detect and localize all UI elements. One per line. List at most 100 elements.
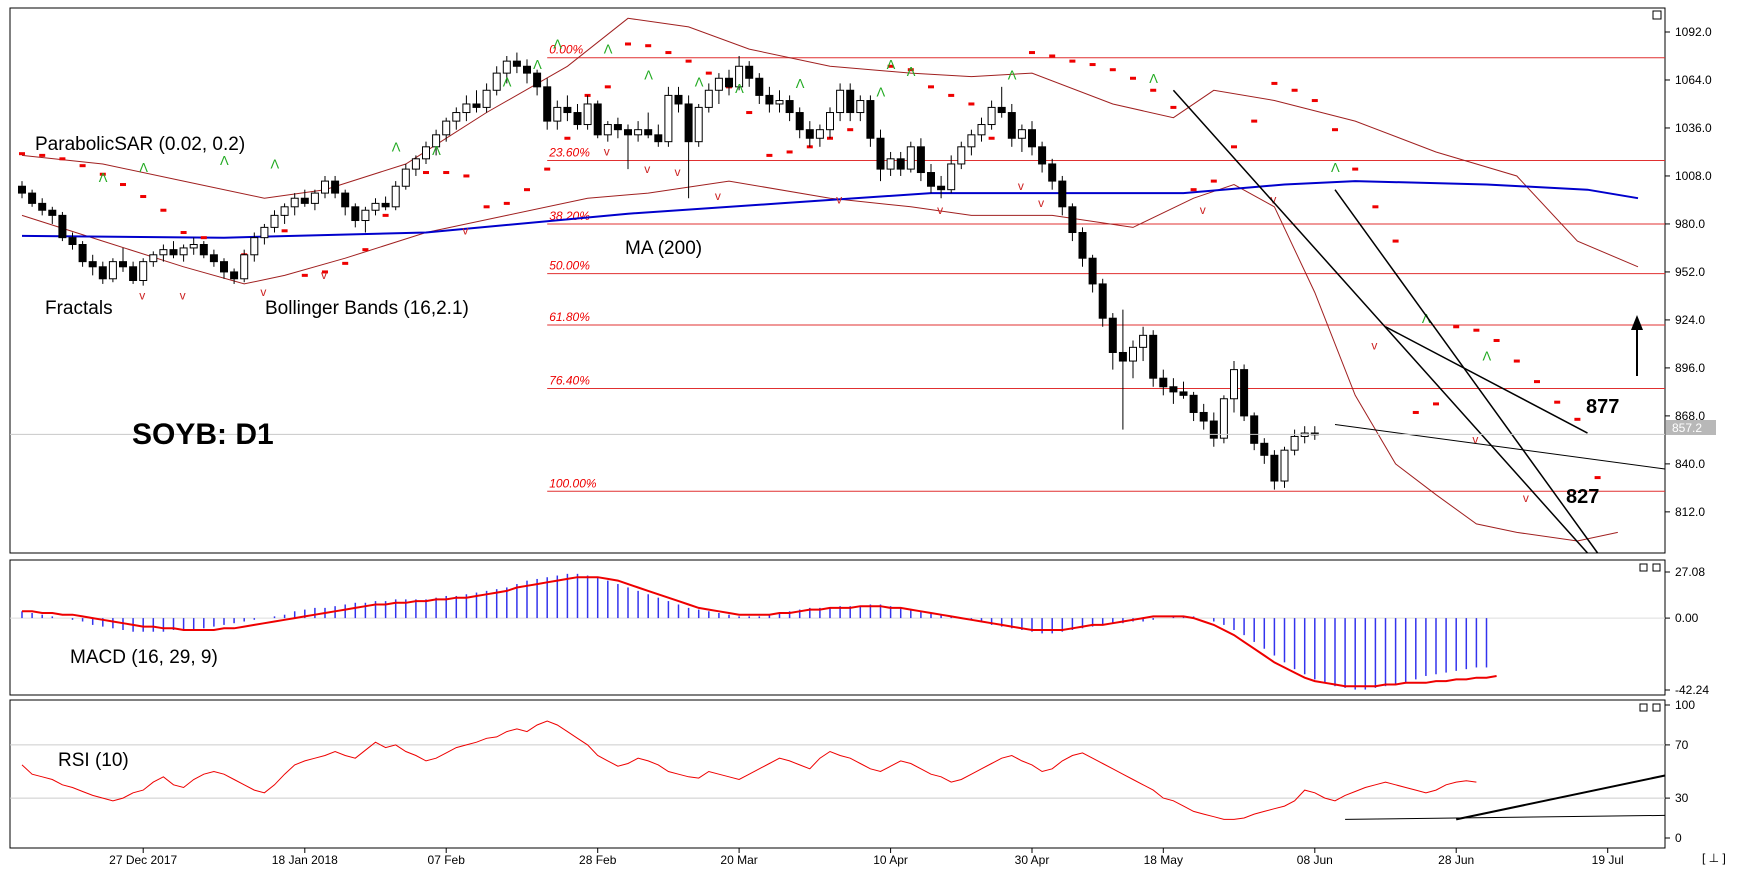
- candle: [290, 197, 299, 208]
- candle: [886, 158, 895, 170]
- candle: [260, 226, 269, 239]
- y-tick-label: -42.24: [1675, 683, 1709, 697]
- candle: [947, 163, 956, 191]
- candle: [644, 129, 653, 136]
- fractal-down-marker: v: [1200, 203, 1206, 217]
- fractal-up-marker: Λ: [1331, 160, 1340, 175]
- candle: [280, 206, 289, 216]
- candle: [1219, 398, 1228, 439]
- sar-point: [120, 183, 126, 187]
- candle: [563, 106, 572, 114]
- candle: [684, 103, 693, 143]
- candle: [603, 124, 612, 136]
- sar-point: [1412, 410, 1419, 414]
- sar-point: [786, 150, 793, 154]
- candle: [977, 124, 986, 136]
- candle: [1260, 442, 1269, 456]
- candle: [1078, 232, 1087, 259]
- sar-point: [746, 111, 753, 115]
- sar-point: [281, 229, 288, 233]
- sar-point: [1534, 380, 1540, 384]
- candle: [795, 112, 804, 131]
- sar-point: [665, 51, 672, 55]
- fractal-up-marker: Λ: [796, 76, 805, 91]
- y-tick-label: 868.0: [1675, 409, 1705, 423]
- fractal-down-marker: v: [180, 289, 186, 303]
- candle: [240, 254, 249, 280]
- sar-point: [564, 136, 571, 140]
- scroll-end-icon[interactable]: [ ⊥ ]: [1702, 851, 1726, 865]
- candle: [391, 185, 400, 208]
- fib-label: 23.60%: [548, 146, 590, 160]
- sar-point: [200, 236, 207, 240]
- candle: [927, 172, 935, 187]
- sar-point: [1049, 54, 1056, 58]
- sar-point: [79, 164, 86, 168]
- candle: [108, 261, 117, 280]
- candle: [149, 254, 158, 263]
- sar-point: [1130, 76, 1136, 80]
- candle: [462, 103, 471, 114]
- candle: [1007, 112, 1016, 139]
- fractal-up-marker: Λ: [1422, 311, 1431, 326]
- macd-signal-line: [22, 576, 1497, 688]
- fib-label: 50.00%: [549, 259, 590, 273]
- sar-point: [907, 68, 914, 72]
- sar-point: [988, 136, 995, 140]
- sar-point: [1210, 179, 1217, 183]
- y-tick-label: 1064.0: [1675, 73, 1712, 87]
- rsi-panel-controls-icon[interactable]: [1639, 703, 1661, 712]
- candle: [937, 185, 946, 191]
- candle: [512, 60, 521, 67]
- candle: [765, 94, 774, 105]
- candle: [846, 89, 855, 114]
- x-tick-label: 18 Jan 2018: [272, 853, 338, 867]
- candle: [876, 137, 885, 170]
- sar-point: [1574, 417, 1581, 421]
- candle: [169, 249, 178, 256]
- sar-point: [705, 71, 712, 75]
- candle: [1088, 257, 1097, 285]
- fractal-up-marker: Λ: [220, 153, 229, 168]
- sar-point: [1554, 400, 1561, 404]
- candle: [1038, 146, 1047, 165]
- candle: [1199, 411, 1208, 422]
- candle: [704, 89, 713, 108]
- y-tick-label: 952.0: [1675, 265, 1705, 279]
- sar-point: [1473, 328, 1480, 332]
- x-tick-label: 28 Feb: [579, 853, 617, 867]
- y-tick-label: 27.08: [1675, 565, 1705, 579]
- maximize-icon[interactable]: [1652, 10, 1662, 20]
- candle: [1209, 420, 1218, 439]
- candle: [826, 112, 834, 131]
- candle: [836, 89, 845, 114]
- candle: [129, 266, 138, 281]
- sar-point: [443, 171, 450, 175]
- fractal-down-marker: v: [1371, 338, 1377, 352]
- candle: [119, 261, 127, 268]
- fib-label: 0.00%: [549, 43, 583, 57]
- candle: [381, 202, 390, 208]
- candle: [442, 120, 451, 136]
- candle: [452, 112, 461, 122]
- candle: [775, 100, 784, 105]
- sar-point: [160, 208, 167, 212]
- candle: [48, 209, 57, 216]
- candle: [28, 192, 37, 204]
- sar-point: [1453, 325, 1460, 329]
- candle: [725, 77, 733, 88]
- candle: [199, 244, 208, 256]
- candle: [735, 65, 744, 88]
- sar-point: [685, 59, 692, 63]
- sar-point: [362, 248, 369, 252]
- sar-point: [1089, 63, 1096, 67]
- candle: [654, 134, 663, 143]
- trendline: [1385, 326, 1588, 434]
- fractal-up-marker: Λ: [644, 67, 653, 82]
- sar-point: [645, 44, 652, 48]
- macd-panel-controls-icon[interactable]: [1639, 563, 1661, 572]
- candle: [553, 106, 562, 122]
- fractal-down-marker: v: [644, 162, 650, 176]
- candle: [422, 146, 430, 160]
- y-tick-label: 1092.0: [1675, 25, 1712, 39]
